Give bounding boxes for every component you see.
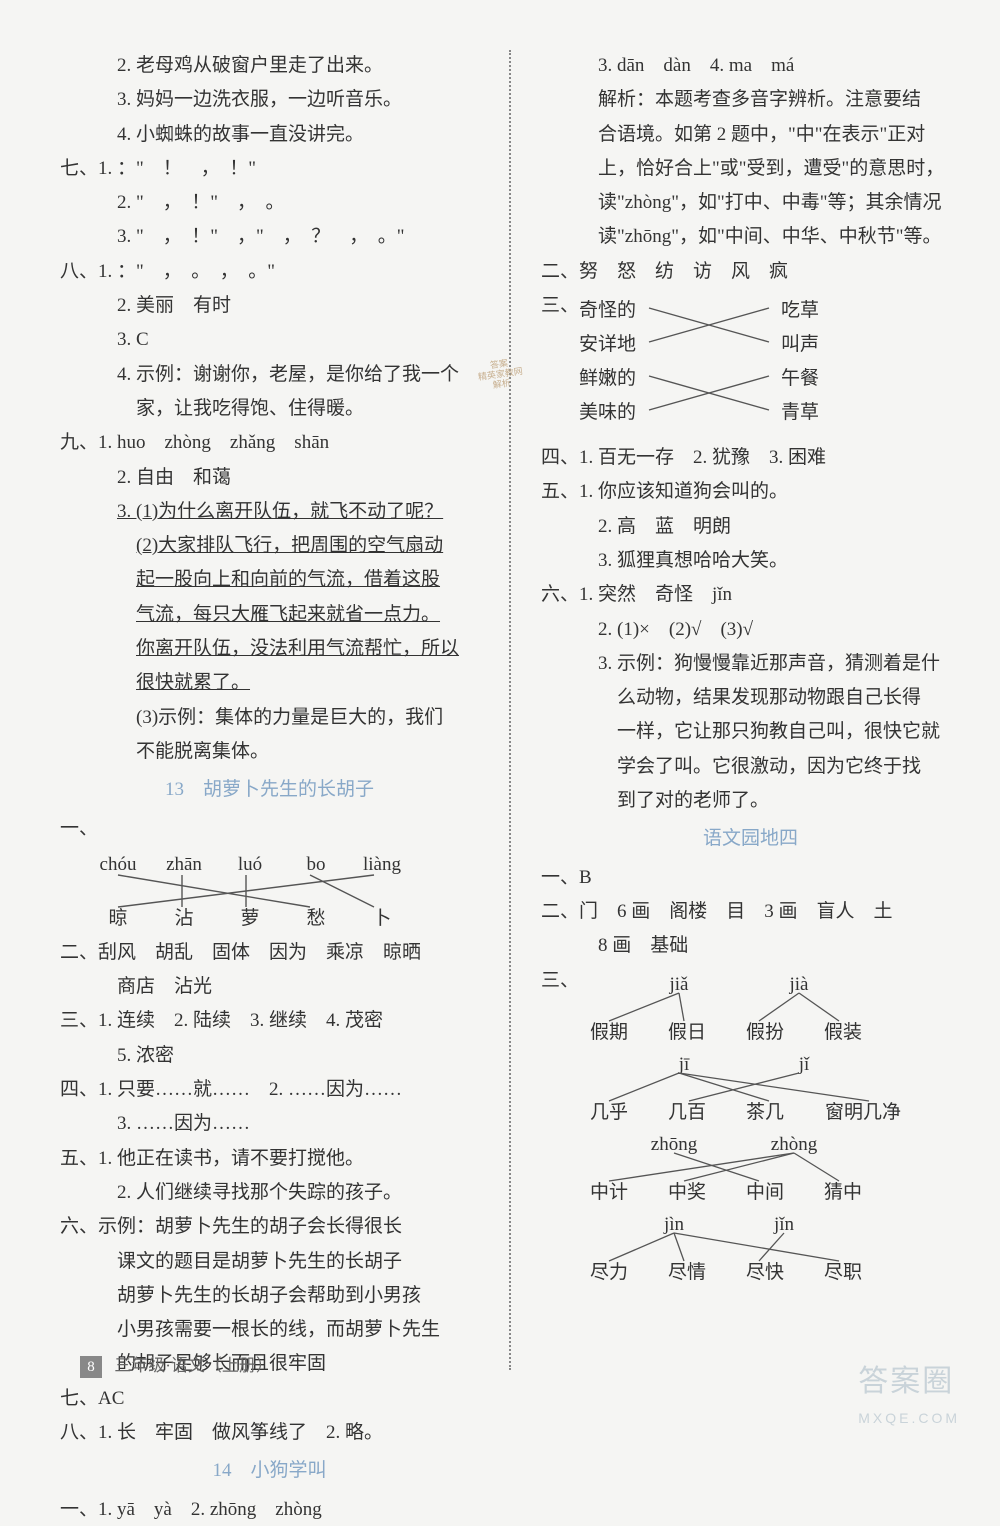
text: 3. (1)为什么离开队伍，就飞不动了呢？: [60, 496, 479, 528]
lesson-heading-13: 13 胡萝卜先生的长胡子: [60, 774, 479, 806]
text: (3)示例：集体的力量是巨大的，我们: [60, 702, 479, 734]
text: 3. dān dàn 4. ma má: [541, 50, 960, 82]
text: 读"zhōng"，如"中间、中华、中秋节"等。: [541, 221, 960, 253]
text: 3. 妈妈一边洗衣服，一边听音乐。: [60, 84, 479, 116]
matching-diagram-3: 奇怪的 安详地 鲜嫩的 美味的 吃草 叫声 午餐 青草: [579, 294, 859, 434]
text: 六、示例：胡萝卜先生的胡子会长得很长: [60, 1211, 479, 1243]
page-footer: 8 三年级·语文（上册）: [80, 1352, 273, 1381]
text: 么动物，结果发现那动物跟自己长得: [541, 682, 960, 714]
text: 5. 浓密: [60, 1040, 479, 1072]
text: 一样，它让那只狗教自己叫，很快它就: [541, 716, 960, 748]
pinyin-diagram-4: jìn jǐn 尽力 尽情 尽快 尽职: [579, 1209, 909, 1281]
pinyin-diagram-2: jī jǐ 几乎 几百 茶几 窗明几净: [579, 1049, 939, 1121]
text: 九、1. huo zhòng zhǎng shān: [60, 427, 479, 459]
footer-text: 三年级·语文（上册）: [114, 1356, 273, 1375]
text: 八、1. ：" ， 。 ， 。": [60, 256, 479, 288]
text: 3. 狐狸真想哈哈大笑。: [541, 545, 960, 577]
pinyin-diagram-1: jiǎ jià 假期 假日 假扮 假装: [579, 969, 909, 1041]
matching-diagram-1: chóu zhān luó bo liàng 晾 沾 萝 愁 卜: [90, 849, 430, 929]
text: 上，恰好合上"或"受到，遭受"的意思时，: [541, 153, 960, 185]
text: 七、AC: [60, 1383, 479, 1415]
page-number: 8: [80, 1356, 102, 1378]
two-column-layout: 2. 老母鸡从破窗户里走了出来。 3. 妈妈一边洗衣服，一边听音乐。 4. 小蜘…: [60, 50, 960, 1370]
text: 八、1. 长 牢固 做风筝线了 2. 略。: [60, 1417, 479, 1449]
text: 起一股向上和向前的气流，借着这股: [60, 564, 479, 596]
text: 四、1. 只要……就…… 2. ……因为……: [60, 1074, 479, 1106]
text: 不能脱离集体。: [60, 736, 479, 768]
text: (2)大家排队飞行，把周围的空气扇动: [60, 530, 479, 562]
text: 4. 示例：谢谢你，老屋，是你给了我一个: [60, 359, 479, 391]
text: 家，让我吃得饱、住得暖。: [60, 393, 479, 425]
text: 到了对的老师了。: [541, 785, 960, 817]
text: 学会了叫。它很激动，因为它终于找: [541, 751, 960, 783]
column-divider: [509, 50, 511, 1370]
text: 8 画 基础: [541, 930, 960, 962]
text: 六、1. 突然 奇怪 jǐn: [541, 579, 960, 611]
text: 3. C: [60, 324, 479, 356]
text: 四、1. 百无一存 2. 犹豫 3. 困难: [541, 442, 960, 474]
text: 合语境。如第 2 题中，"中"在表示"正对: [541, 119, 960, 151]
section-heading-yuwen: 语文园地四: [541, 823, 960, 855]
text: 三、1. 连续 2. 陆续 3. 继续 4. 茂密: [60, 1005, 479, 1037]
text: 五、1. 你应该知道狗会叫的。: [541, 476, 960, 508]
text: 二、刮风 胡乱 固体 因为 乘凉 晾晒: [60, 937, 479, 969]
text: 读"zhòng"，如"打中、中毒"等；其余情况: [541, 187, 960, 219]
text: 一、1. yā yà 2. zhōng zhòng: [60, 1494, 479, 1526]
text: 解析：本题考查多音字辨析。注意要结: [541, 84, 960, 116]
text: 2. 美丽 有时: [60, 290, 479, 322]
text: 二、努 怒 纺 访 风 疯: [541, 256, 960, 288]
left-column: 2. 老母鸡从破窗户里走了出来。 3. 妈妈一边洗衣服，一边听音乐。 4. 小蜘…: [60, 50, 489, 1370]
text: 2. 自由 和蔼: [60, 462, 479, 494]
pinyin-diagram-3: zhōng zhòng 中计 中奖 中间 猜中: [579, 1129, 909, 1201]
text: 气流，每只大雁飞起来就省一点力。: [60, 599, 479, 631]
text: 3. 示例：狗慢慢靠近那声音，猜测着是什: [541, 648, 960, 680]
lesson-heading-14: 14 小狗学叫: [60, 1455, 479, 1487]
seal-stamp: 答案精英家教网解析: [476, 357, 525, 393]
right-column: 3. dān dàn 4. ma má 解析：本题考查多音字辨析。注意要结 合语…: [531, 50, 960, 1370]
text: 3. " ， ！" ，" ， ？ ， 。": [60, 221, 479, 253]
text: 课文的题目是胡萝卜先生的长胡子: [60, 1246, 479, 1278]
text: 2. (1)× (2)√ (3)√: [541, 614, 960, 646]
watermark: 答案圈 MXQE.COM: [858, 1356, 960, 1431]
text: 2. 人们继续寻找那个失踪的孩子。: [60, 1177, 479, 1209]
text: 2. 老母鸡从破窗户里走了出来。: [60, 50, 479, 82]
text: 五、1. 他正在读书，请不要打搅他。: [60, 1143, 479, 1175]
text: 你离开队伍，没法利用气流帮忙，所以: [60, 633, 479, 665]
text: 七、1. ：" ！ ， ！": [60, 153, 479, 185]
text: 4. 小蜘蛛的故事一直没讲完。: [60, 119, 479, 151]
text: 2. 高 蓝 明朗: [541, 511, 960, 543]
text: 胡萝卜先生的长胡子会帮助到小男孩: [60, 1280, 479, 1312]
text: 很快就累了。: [60, 667, 479, 699]
text: 3. ……因为……: [60, 1108, 479, 1140]
text: 一、B: [541, 862, 960, 894]
text: 小男孩需要一根长的线，而胡萝卜先生: [60, 1314, 479, 1346]
text: 商店 沾光: [60, 971, 479, 1003]
text: 二、门 6 画 阁楼 目 3 画 盲人 土: [541, 896, 960, 928]
text: 2. " ， ！" ， 。: [60, 187, 479, 219]
